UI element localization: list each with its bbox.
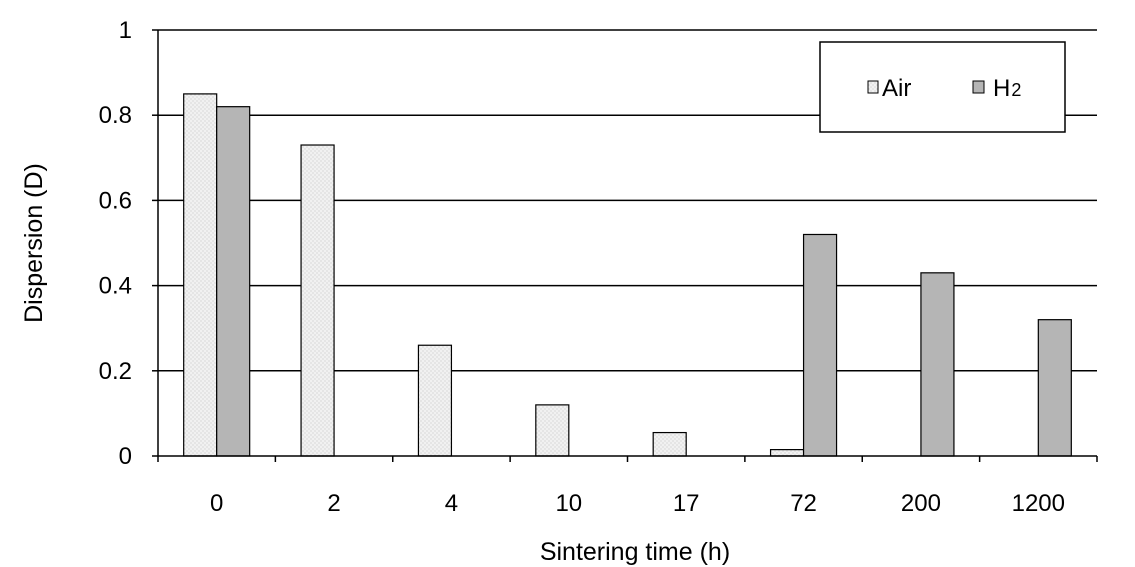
legend-swatch-h2	[972, 80, 985, 94]
axes	[157, 30, 1098, 462]
bar-h2-72	[802, 233, 838, 457]
y-tick-label: 0.6	[99, 187, 132, 214]
x-tick-label: 200	[901, 490, 941, 517]
y-tick-labels: 0 0.2 0.4 0.6 0.8 1	[99, 17, 132, 470]
x-tick-label: 17	[673, 490, 700, 517]
legend-label-h2-subscript: 2	[1011, 80, 1021, 100]
x-tick-label: 72	[790, 490, 817, 517]
x-axis-title: Sintering time (h)	[540, 538, 730, 566]
bar-air-0	[183, 93, 218, 457]
y-axis-title: Dispersion (D)	[20, 163, 48, 323]
bars	[183, 93, 1072, 457]
legend-box	[819, 41, 1066, 133]
bar-h2-0	[216, 106, 251, 457]
y-tick-label: 0.4	[99, 273, 132, 300]
x-tick-label: 0	[210, 490, 223, 517]
y-tick-label: 1	[119, 17, 132, 44]
legend-label-h2: H2	[993, 75, 1021, 102]
x-tick-label: 10	[555, 490, 582, 517]
y-tick-label: 0.8	[99, 102, 132, 129]
legend-swatch-air	[867, 80, 879, 94]
bar-h2-200	[920, 272, 955, 457]
y-tick-label: 0.2	[99, 358, 132, 385]
bar-h2-1200	[1037, 319, 1072, 457]
bar-air-2	[300, 144, 335, 457]
legend-label-air: Air	[882, 75, 911, 102]
x-tick-labels: 0 2 4 10 17 72 200 1200	[210, 490, 1065, 517]
x-tick-label: 2	[327, 490, 340, 517]
legend: Air H2	[819, 41, 1066, 133]
bar-air-10	[535, 404, 570, 457]
x-tick-label: 1200	[1012, 490, 1065, 517]
bar-air-72	[769, 449, 805, 457]
x-tick-label: 4	[445, 490, 458, 517]
bar-air-4	[417, 344, 453, 457]
bar-air-17	[652, 431, 687, 457]
y-tick-label: 0	[119, 443, 132, 470]
